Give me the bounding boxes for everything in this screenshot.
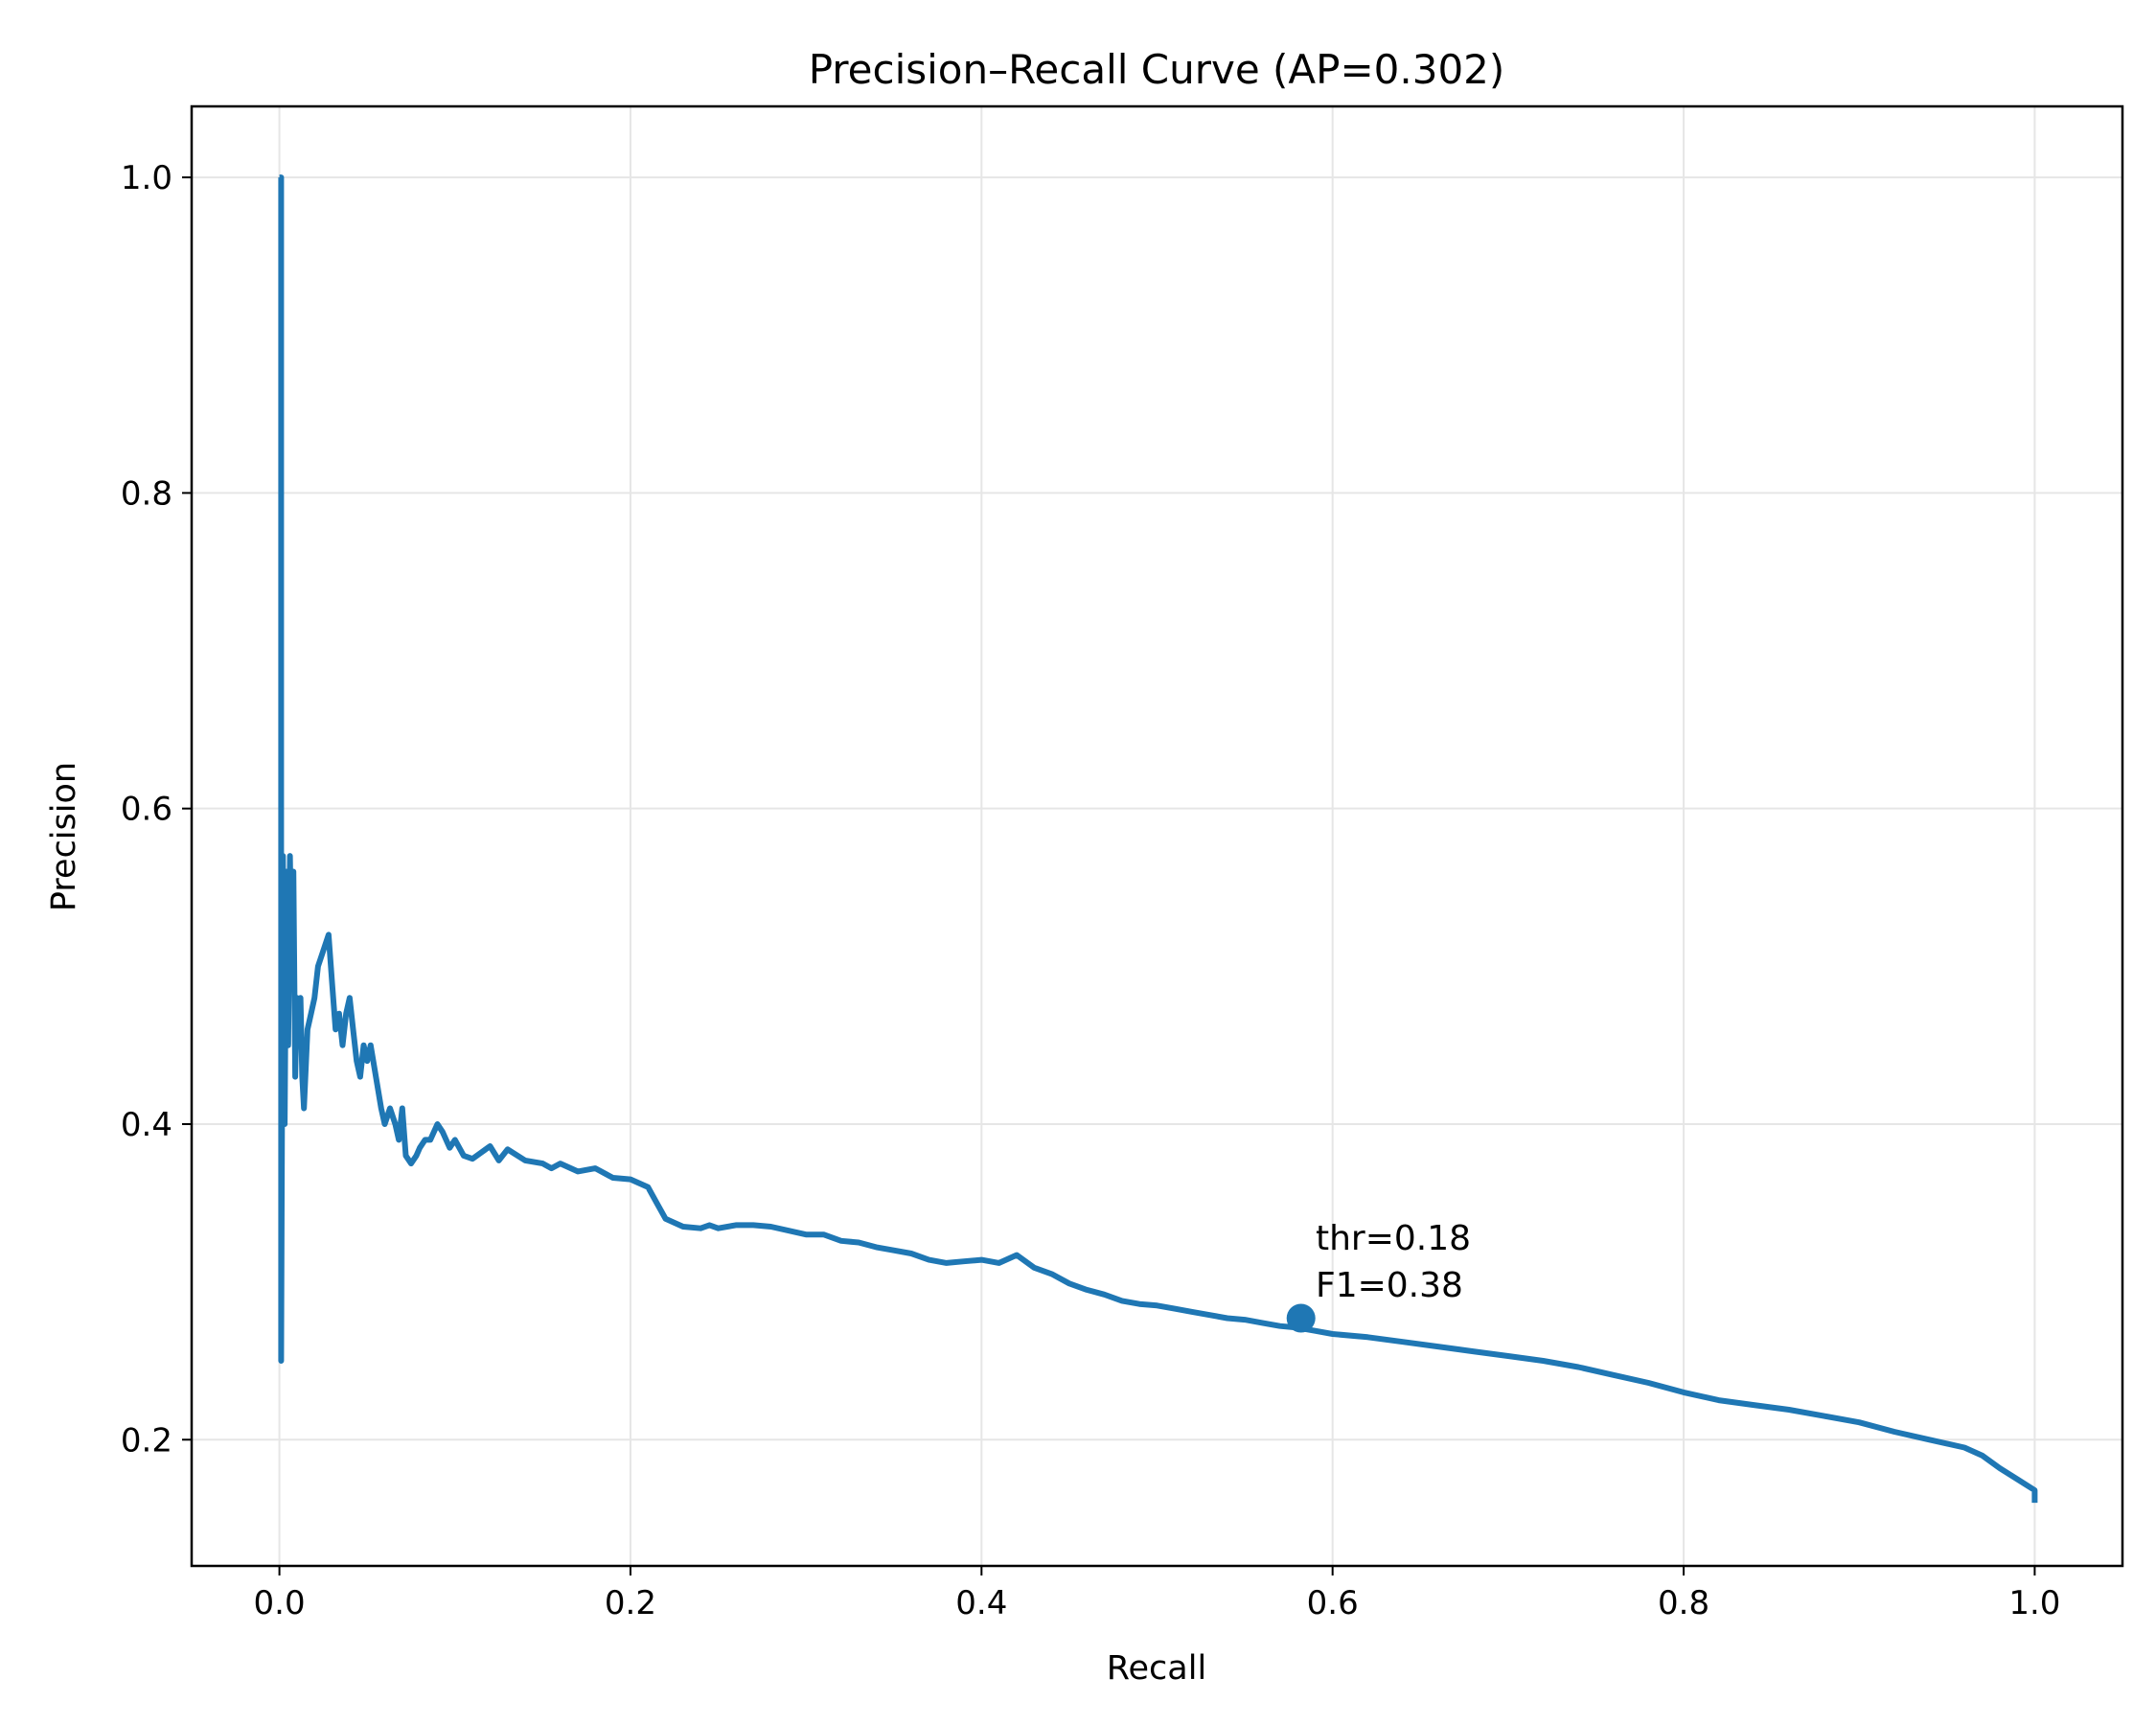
y-tick-label: 1.0 — [121, 159, 172, 197]
x-tick-label: 0.4 — [955, 1584, 1007, 1622]
pr-curve-line — [278, 174, 2038, 1504]
curve-layer — [278, 174, 2038, 1504]
y-tick-label: 0.8 — [121, 474, 172, 513]
x-tick-label: 0.0 — [254, 1584, 306, 1622]
x-tick-label: 0.2 — [605, 1584, 656, 1622]
y-tick-label: 0.2 — [121, 1421, 172, 1460]
gridlines — [192, 106, 2122, 1566]
y-tick-label: 0.6 — [121, 791, 172, 829]
annotation-f1: F1=0.38 — [1316, 1266, 1463, 1305]
x-tick-label: 0.8 — [1658, 1584, 1709, 1622]
x-tick-label: 0.6 — [1307, 1584, 1359, 1622]
y-axis-label: Precision — [45, 762, 83, 911]
axis-ticks: 0.0 0.2 0.4 0.6 0.8 1.0 0.2 0.4 0.6 0.8 1.0 — [121, 159, 2061, 1622]
x-tick-label: 1.0 — [2008, 1584, 2060, 1622]
x-axis-label: Recall — [1107, 1649, 1206, 1688]
best-f1-marker — [1286, 1303, 1316, 1333]
y-tick-label: 0.4 — [121, 1106, 172, 1144]
annotation-threshold: thr=0.18 — [1316, 1219, 1471, 1258]
plot-frame — [190, 104, 2124, 1568]
chart-title: Precision–Recall Curve (AP=0.302) — [809, 46, 1505, 93]
